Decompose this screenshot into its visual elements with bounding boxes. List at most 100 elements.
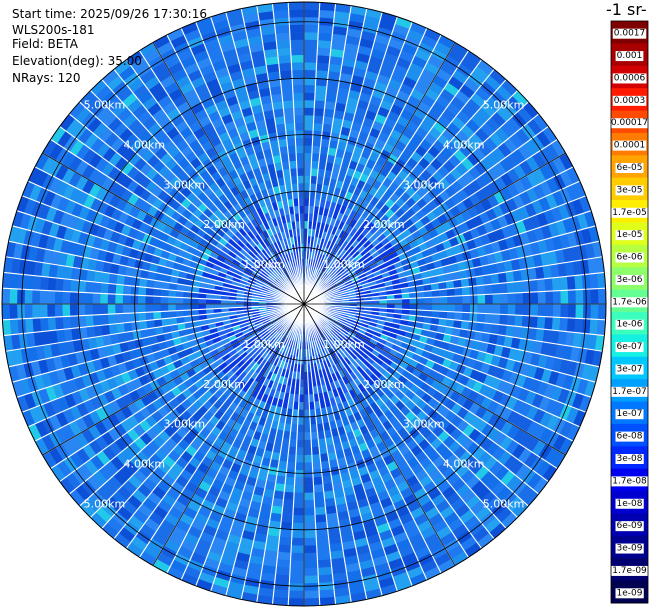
ppi-cell <box>95 406 108 422</box>
ppi-cell <box>263 281 272 287</box>
ppi-cell <box>522 351 533 365</box>
ray-gap <box>59 303 305 482</box>
ppi-cell <box>460 320 470 330</box>
ppi-cell <box>436 68 453 83</box>
ppi-cell <box>101 324 111 336</box>
ppi-cell <box>248 128 260 139</box>
ppi-cell <box>261 285 270 291</box>
ppi-cell <box>540 368 552 384</box>
ppi-cell <box>345 365 353 374</box>
ppi-cell <box>275 324 283 331</box>
ppi-cell <box>480 362 491 375</box>
ppi-cell <box>145 427 159 441</box>
ppi-cell <box>188 120 203 134</box>
ppi-cell <box>184 278 194 287</box>
ppi-cell <box>216 345 226 354</box>
ppi-cell <box>221 353 231 362</box>
ppi-cell <box>354 490 367 501</box>
ppi-cell <box>432 296 440 304</box>
ppi-cell <box>39 304 48 318</box>
ppi-cell <box>218 214 229 224</box>
ppi-cell <box>88 424 102 440</box>
ppi-cell <box>304 236 308 244</box>
ppi-cell <box>461 250 472 262</box>
ppi-cell <box>289 567 304 576</box>
ppi-cell <box>592 350 603 367</box>
ppi-cell <box>85 304 93 316</box>
ppi-cell <box>345 320 354 326</box>
ppi-cell <box>304 153 312 161</box>
ppi-cell <box>124 460 139 475</box>
ppi-cell <box>341 375 350 385</box>
ppi-cell <box>245 266 254 274</box>
ppi-cell <box>341 367 350 376</box>
ppi-cell <box>523 139 539 156</box>
ppi-cell <box>89 347 100 361</box>
ppi-cell <box>218 106 231 118</box>
ppi-cell <box>180 145 194 158</box>
ray-gap <box>303 303 383 596</box>
ppi-cell <box>168 317 178 326</box>
ppi-cell <box>566 184 579 202</box>
ppi-cell <box>164 539 181 553</box>
ppi-cell <box>97 346 108 359</box>
ppi-cell <box>310 431 319 440</box>
ppi-cell <box>218 384 229 394</box>
ppi-cell <box>247 562 263 573</box>
ppi-cell <box>142 213 154 226</box>
ppi-cell <box>548 370 560 386</box>
ppi-cell <box>226 331 236 338</box>
ppi-cell <box>251 342 260 350</box>
ppi-cell <box>62 278 72 292</box>
ppi-cell <box>19 213 32 230</box>
ppi-cell <box>388 375 398 385</box>
ppi-cell <box>122 147 136 162</box>
ppi-cell <box>506 424 520 440</box>
ppi-cell <box>31 201 44 218</box>
ppi-cell <box>441 239 453 250</box>
ppi-cell <box>327 225 334 234</box>
ppi-cell <box>288 9 304 18</box>
ppi-cell <box>397 375 408 385</box>
ppi-cell <box>224 242 234 251</box>
ppi-cell <box>171 268 181 278</box>
ppi-cell <box>352 250 361 259</box>
ppi-cell <box>459 509 476 524</box>
ppi-cell <box>380 536 396 549</box>
ppi-cell <box>422 444 436 457</box>
ppi-cell <box>107 166 121 181</box>
ppi-cell <box>298 394 304 403</box>
ppi-cell <box>530 241 541 256</box>
ppi-cell <box>371 508 386 520</box>
ppi-cell <box>517 144 532 161</box>
ppi-cell <box>183 297 191 304</box>
ppi-cell <box>523 452 539 469</box>
ppi-cell <box>261 457 272 467</box>
ppi-cell <box>304 560 318 569</box>
ppi-cell <box>260 572 276 582</box>
ppi-cell <box>455 162 469 176</box>
ppi-cell <box>288 331 294 340</box>
ppi-cell <box>347 290 356 295</box>
ppi-cell <box>569 376 582 393</box>
ppi-cell <box>148 82 165 97</box>
ppi-cell <box>324 101 336 111</box>
ppi-cell <box>417 493 432 507</box>
ppi-cell <box>168 61 185 76</box>
ppi-cell <box>274 278 282 285</box>
ppi-cell <box>334 371 342 380</box>
ppi-cell <box>366 134 378 146</box>
ppi-cell <box>217 149 229 161</box>
ppi-cell <box>132 509 149 524</box>
ppi-cell <box>332 337 340 346</box>
ppi-cell <box>254 320 263 326</box>
ppi-cell <box>457 261 467 272</box>
ppi-cell <box>385 510 400 523</box>
ppi-cell <box>281 263 287 272</box>
ppi-cell <box>452 244 462 256</box>
colorbar-tick-label: 6e-06 <box>617 253 643 263</box>
ppi-cell <box>112 81 129 97</box>
ppi-cell <box>175 297 184 304</box>
ray-gap <box>303 303 321 606</box>
ppi-cell <box>409 298 418 304</box>
